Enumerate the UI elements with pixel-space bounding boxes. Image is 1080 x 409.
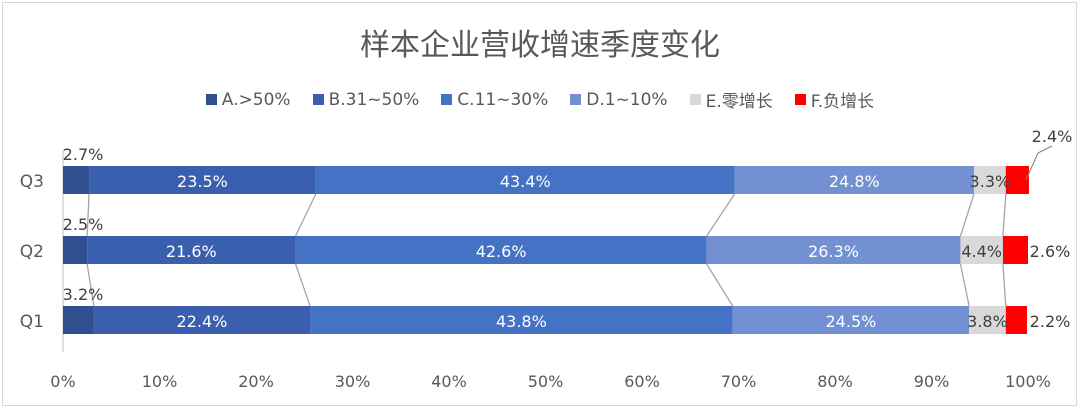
legend-swatch (689, 94, 701, 105)
legend-item: A.>50% (205, 87, 291, 112)
bar-segment (706, 236, 961, 264)
chart-title: 样本企业营收增速季度变化 (360, 28, 720, 63)
bar-segment (969, 306, 1006, 334)
data-label: 2.6% (1030, 242, 1071, 261)
x-tick-label: 0% (50, 372, 75, 391)
data-label: 3.3% (970, 172, 1011, 191)
x-tick-label: 70% (721, 372, 757, 391)
x-tick-label: 40% (431, 372, 467, 391)
x-tick-label: 20% (238, 372, 274, 391)
bar-segment (87, 236, 296, 264)
bar-segment (960, 236, 1003, 264)
series-line (959, 263, 970, 307)
data-label: 22.4% (177, 312, 228, 331)
legend-item: D.1~10% (570, 87, 668, 112)
data-label: 24.5% (826, 312, 877, 331)
series-line (959, 193, 975, 237)
series-line (294, 263, 311, 307)
legend-item: C.11~30% (441, 87, 548, 112)
data-label: 24.8% (829, 172, 880, 191)
bar-segment (1002, 236, 1028, 264)
series-line (1002, 193, 1007, 237)
bar-segment (973, 166, 1006, 194)
x-tick-label: 60% (624, 372, 660, 391)
bar-segment (734, 166, 974, 194)
bar-segment (1005, 306, 1028, 334)
leader-line (1025, 152, 1039, 181)
category-label: Q1 (20, 312, 44, 332)
data-label: 21.6% (166, 242, 217, 261)
data-label: 2.4% (1032, 127, 1073, 146)
bar-segment (1005, 166, 1029, 194)
series-line (294, 193, 317, 237)
series-line (86, 263, 95, 307)
x-tick-label: 100% (1005, 372, 1051, 391)
data-label: 2.2% (1030, 312, 1071, 331)
bar-segment (93, 306, 311, 334)
x-tick-label: 80% (817, 372, 853, 391)
legend-label: C.11~30% (457, 89, 549, 110)
leader-line (1037, 145, 1053, 154)
legend-item: F.负增长 (794, 87, 875, 112)
data-label: 3.8% (967, 312, 1008, 331)
bar-segment (315, 166, 735, 194)
data-label: 43.8% (496, 312, 547, 331)
legend-label: E.零增长 (705, 92, 773, 112)
data-label: 23.5% (177, 172, 228, 191)
legend-label: B.31~50% (328, 89, 420, 110)
legend-swatch (794, 94, 806, 105)
legend: A.>50% B.31~50% C.11~30% D.1~10% E.零增长 F.负增长 (0, 87, 1080, 112)
data-label: 4.4% (961, 242, 1002, 261)
series-line (86, 193, 90, 237)
bar-segment (89, 166, 316, 194)
legend-swatch (441, 94, 453, 105)
legend-label: D.1~10% (586, 89, 668, 110)
data-label: 42.6% (476, 242, 527, 261)
legend-swatch (570, 94, 582, 105)
category-label: Q2 (20, 242, 44, 262)
legend-label: A.>50% (221, 89, 291, 110)
bar-segment (732, 306, 970, 334)
series-line (706, 263, 734, 307)
data-label: 3.2% (63, 285, 104, 304)
legend-swatch (312, 94, 324, 105)
legend-swatch (205, 94, 217, 105)
legend-item: B.31~50% (312, 87, 420, 112)
data-label: 2.7% (63, 145, 104, 164)
data-label: 2.5% (63, 215, 104, 234)
category-label: Q3 (20, 172, 44, 192)
x-tick-label: 10% (142, 372, 178, 391)
x-tick-label: 30% (335, 372, 371, 391)
data-label: 43.4% (500, 172, 551, 191)
data-label: 26.3% (808, 242, 859, 261)
legend-label: F.负增长 (810, 92, 875, 112)
bar-segment (295, 236, 707, 264)
bar-segment (310, 306, 733, 334)
x-tick-label: 50% (528, 372, 564, 391)
bar-segment (63, 166, 90, 194)
x-tick-label: 90% (914, 372, 950, 391)
bar-segment (63, 236, 88, 264)
series-line (1002, 263, 1007, 307)
bar-segment (63, 306, 94, 334)
series-line (706, 193, 736, 237)
legend-item: E.零增长 (689, 87, 773, 112)
